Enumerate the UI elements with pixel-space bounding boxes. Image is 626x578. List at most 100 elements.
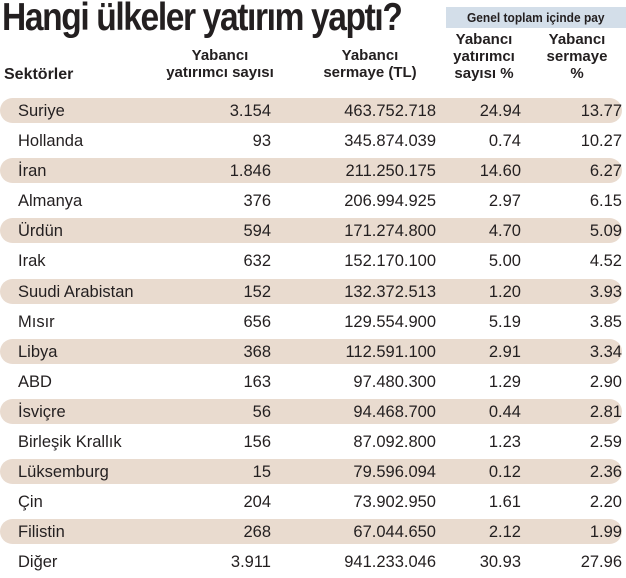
country-name: İsviçre (18, 402, 66, 421)
investor-count: 3.154 (229, 102, 271, 120)
capital-pct: 4.52 (589, 252, 622, 271)
investor-pct: 24.94 (479, 102, 521, 120)
investor-pct: 4.70 (488, 222, 521, 241)
investor-count: 594 (243, 222, 271, 241)
capital-pct: 2.36 (589, 463, 622, 482)
investor-count: 376 (243, 192, 271, 211)
country-name: Irak (18, 252, 46, 271)
country-name: Diğer (18, 553, 58, 572)
header-line: sayısı % (454, 65, 514, 82)
investor-pct: 1.61 (488, 493, 521, 512)
share-of-total-text: Genel toplam içinde pay (467, 10, 605, 25)
capital-value: 345.874.039 (344, 132, 436, 151)
table-row: Birleşik Krallık 156 87.092.800 1.23 2.59 (0, 427, 626, 457)
header-line: sermaye (546, 48, 608, 65)
capital-value: 129.554.900 (344, 312, 436, 331)
table-row: Mısır 656 129.554.900 5.19 3.85 (0, 307, 626, 337)
investor-count: 15 (252, 463, 271, 482)
investor-count: 3.911 (230, 553, 271, 572)
capital-pct: 3.93 (589, 282, 622, 301)
capital-pct: 1.99 (589, 523, 622, 542)
capital-value: 73.902.950 (353, 493, 436, 512)
table-row: Filistin 268 67.044.650 2.12 1.99 (0, 517, 626, 547)
header-line: yatırımcı (453, 48, 515, 65)
investor-pct: 5.00 (488, 252, 521, 271)
header-line: sermaye (TL) (323, 64, 417, 81)
capital-pct: 10.27 (580, 132, 622, 151)
capital-value: 97.480.300 (353, 372, 436, 391)
table-row: Ürdün 594 171.274.800 4.70 5.09 (0, 216, 626, 246)
header-line: Yabancı (191, 47, 249, 64)
investor-pct: 2.91 (488, 342, 521, 361)
table-row: Hollanda 93 345.874.039 0.74 10.27 (0, 126, 626, 156)
investor-count: 56 (252, 402, 271, 421)
investor-pct: 1.20 (488, 282, 521, 301)
header-investor-pct: Yabancı yatırımcı sayısı % (444, 31, 524, 82)
capital-value: 94.468.700 (353, 402, 436, 421)
header-investor-count: Yabancı yatırımcı sayısı (150, 47, 290, 81)
investor-pct: 0.12 (488, 463, 521, 482)
country-name: Libya (18, 342, 58, 361)
investor-pct: 0.74 (488, 132, 521, 151)
capital-value: 171.274.800 (344, 222, 436, 241)
capital-value: 87.092.800 (353, 433, 436, 452)
capital-value: 112.591.100 (345, 342, 436, 361)
country-name: Filistin (18, 523, 65, 542)
country-name: İran (18, 162, 47, 181)
country-name: Hollanda (18, 132, 84, 151)
capital-pct: 3.85 (589, 312, 622, 331)
country-name: Mısır (18, 312, 55, 331)
investor-count: 93 (252, 132, 271, 151)
investor-count: 1.846 (229, 162, 271, 181)
capital-pct: 2.90 (589, 372, 622, 391)
capital-value: 67.044.650 (353, 523, 436, 542)
investor-count: 156 (243, 433, 271, 452)
capital-pct: 27.96 (580, 553, 622, 572)
capital-pct: 2.81 (589, 402, 622, 421)
capital-pct: 2.59 (589, 433, 622, 452)
investor-count: 268 (243, 523, 271, 542)
table-row: Libya 368 112.591.100 2.91 3.34 (0, 337, 626, 367)
table-row: Lüksemburg 15 79.596.094 0.12 2.36 (0, 457, 626, 487)
table-row: Irak 632 152.170.100 5.00 4.52 (0, 246, 626, 276)
table-row: Suriye 3.154 463.752.718 24.94 13.77 (0, 96, 626, 126)
investor-count: 632 (243, 252, 271, 271)
investor-pct: 30.93 (479, 553, 521, 572)
investor-pct: 0.44 (488, 402, 521, 421)
capital-pct: 13.77 (580, 102, 622, 120)
share-of-total-label: Genel toplam içinde pay (446, 7, 626, 28)
table-row: İsviçre 56 94.468.700 0.44 2.81 (0, 397, 626, 427)
header-capital-pct: Yabancı sermaye % (532, 31, 622, 82)
capital-value: 206.994.925 (344, 192, 436, 211)
investor-pct: 1.29 (488, 372, 521, 391)
capital-pct: 5.09 (589, 222, 622, 241)
investor-count: 368 (243, 342, 271, 361)
capital-value: 79.596.094 (353, 463, 436, 482)
table-row: İran 1.846 211.250.175 14.60 6.27 (0, 156, 626, 186)
investor-pct: 5.19 (488, 312, 521, 331)
header-line: Yabancı (548, 31, 606, 48)
country-name: Suriye (18, 102, 65, 120)
investor-count: 163 (243, 372, 271, 391)
capital-value: 211.250.175 (345, 162, 436, 181)
table-row: ABD 163 97.480.300 1.29 2.90 (0, 367, 626, 397)
investor-pct: 1.23 (488, 433, 521, 452)
investor-count: 656 (243, 312, 271, 331)
table-row: Suudi Arabistan 152 132.372.513 1.20 3.93 (0, 277, 626, 307)
country-name: Lüksemburg (18, 463, 109, 482)
country-table: Suriye 3.154 463.752.718 24.94 13.77 Hollanda… (0, 96, 626, 578)
header-capital: Yabancı sermaye (TL) (300, 47, 440, 81)
table-row: Diğer 3.911 941.233.046 30.93 27.96 (0, 547, 626, 577)
capital-pct: 6.27 (589, 162, 622, 181)
capital-pct: 6.15 (589, 192, 622, 211)
page-title: Hangi ülkeler yatırım yaptı? (2, 0, 403, 39)
capital-value: 941.233.046 (344, 553, 436, 572)
country-name: Suudi Arabistan (18, 282, 134, 301)
capital-value: 152.170.100 (344, 252, 436, 271)
country-name: ABD (18, 372, 52, 391)
header-line: yatırımcı sayısı (166, 64, 274, 81)
investor-pct: 14.60 (479, 162, 521, 181)
capital-value: 132.372.513 (344, 282, 436, 301)
header-line: Yabancı (341, 47, 399, 64)
country-name: Birleşik Krallık (18, 433, 122, 452)
